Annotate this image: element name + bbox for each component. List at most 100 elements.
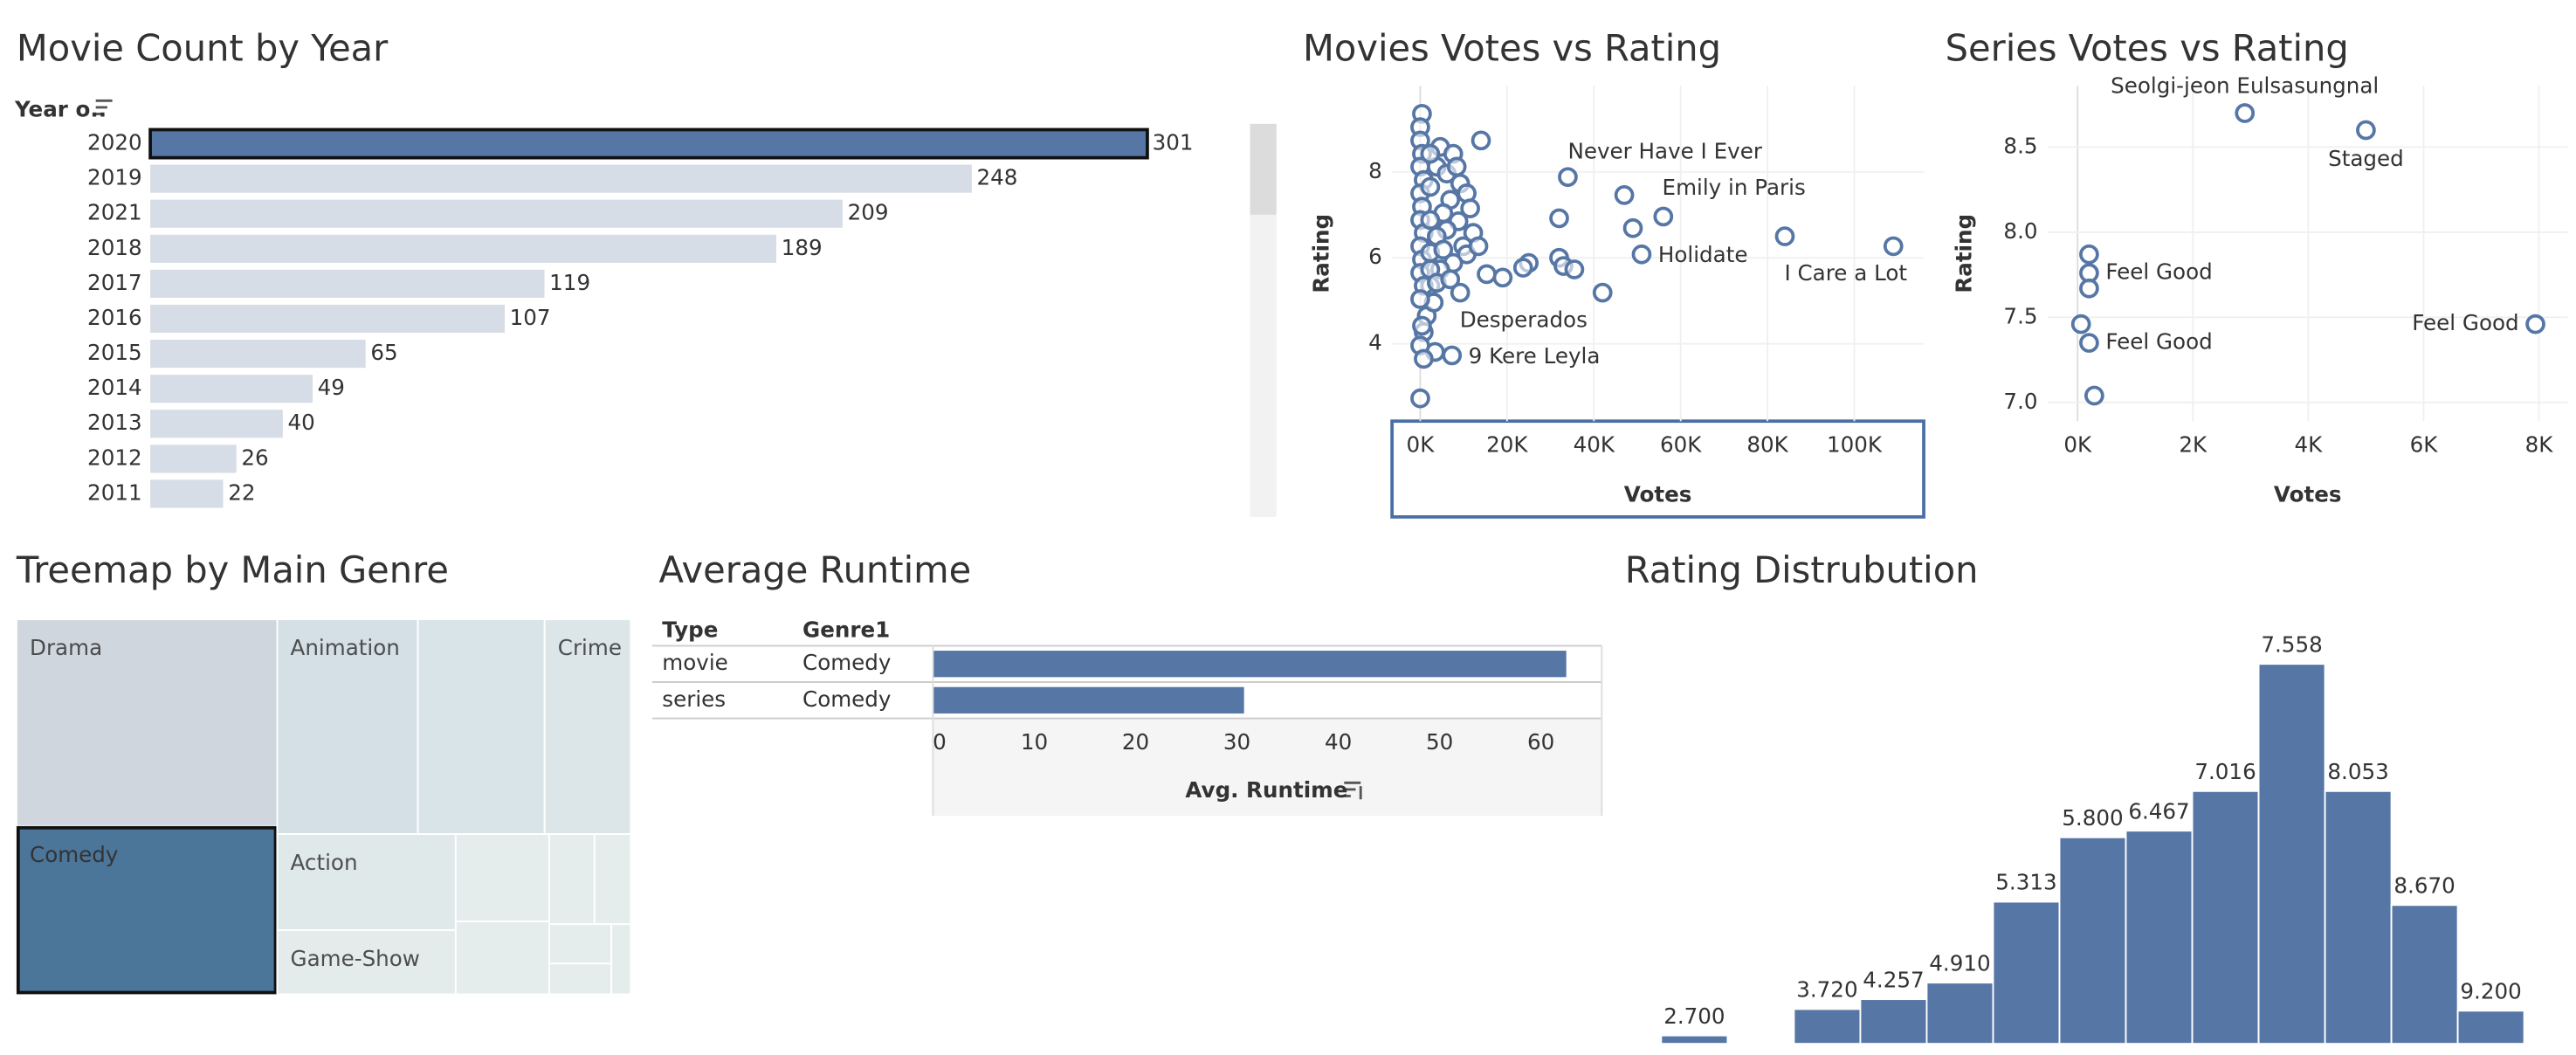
category-label: 2012	[87, 445, 142, 470]
point-label: I Care a Lot	[1784, 260, 1907, 286]
point-label: 9 Kere Leyla	[1469, 343, 1601, 369]
point	[1420, 210, 1441, 231]
selected-axis[interactable]	[1390, 419, 1925, 519]
bar	[2058, 836, 2127, 1045]
tile	[276, 833, 457, 932]
point	[1410, 289, 1430, 309]
bar	[1660, 1034, 1729, 1045]
x-tick-label: 2K	[2179, 432, 2208, 458]
bar	[2390, 904, 2459, 1045]
point	[1446, 156, 1467, 177]
value-label: 65	[370, 340, 397, 365]
bar-label: 7.016	[2194, 759, 2256, 784]
bar	[2324, 790, 2393, 1045]
bar	[150, 164, 972, 193]
bar	[2257, 663, 2326, 1045]
value-label: 26	[241, 445, 268, 470]
value-label: 22	[228, 479, 255, 505]
bar-label: 8.670	[2393, 872, 2455, 898]
point	[2525, 314, 2545, 334]
bar	[150, 445, 237, 473]
point	[1414, 348, 1434, 369]
point	[1420, 176, 1441, 197]
point	[1631, 244, 1652, 265]
bar	[1992, 900, 2061, 1045]
sort-icon[interactable]	[95, 99, 113, 115]
point	[1564, 259, 1585, 279]
point	[2235, 103, 2256, 123]
bar-label: 8.053	[2327, 759, 2388, 784]
sort-icon[interactable]	[1344, 781, 1362, 800]
cell: Comedy	[802, 686, 891, 712]
point	[2079, 333, 2099, 353]
value-label: 119	[549, 270, 590, 295]
category-label: 2017	[87, 270, 142, 295]
tile	[548, 833, 596, 926]
point-label: Desperados	[1460, 307, 1588, 332]
point	[1450, 282, 1471, 303]
tile-label: Animation	[291, 635, 400, 660]
chart-title: Movies Votes vs Rating	[1303, 27, 1721, 70]
value-label: 189	[782, 235, 823, 260]
category-label: 2020	[87, 130, 142, 155]
point	[1477, 264, 1497, 285]
bar	[1793, 1008, 1862, 1045]
bar-label: 7.558	[2261, 631, 2322, 657]
bar-label: 5.313	[1995, 870, 2056, 895]
bar	[2456, 1010, 2525, 1045]
bar	[150, 339, 366, 369]
cell: series	[662, 686, 726, 712]
x-tick-label: 6K	[2410, 432, 2439, 458]
bar	[1925, 982, 1994, 1045]
point	[1512, 258, 1533, 278]
value-label: 248	[977, 165, 1018, 190]
y-tick-label: 8	[1368, 158, 1382, 183]
axis-background	[933, 718, 1602, 817]
value-label: 209	[848, 200, 889, 225]
point-label: Never Have I Ever	[1567, 138, 1762, 163]
point	[1622, 217, 1643, 238]
point	[1558, 167, 1578, 188]
point	[2079, 278, 2099, 299]
x-tick-label: 40K	[1574, 432, 1615, 458]
point	[1420, 143, 1441, 164]
x-tick-label: 0	[933, 729, 947, 755]
x-tick-label: 0K	[1407, 432, 1436, 458]
point	[1440, 269, 1461, 290]
y-tick-label: 8.0	[2003, 218, 2037, 244]
x-tick-label: 60K	[1660, 432, 1702, 458]
x-axis-label: Avg. Runtime	[1185, 777, 1347, 803]
value-label: 107	[510, 305, 551, 330]
bar	[150, 479, 224, 508]
chart-title: Series Votes vs Rating	[1946, 27, 2349, 70]
point	[1549, 208, 1569, 229]
bar	[150, 199, 843, 228]
scrollbar-thumb[interactable]	[1250, 123, 1277, 215]
point-label: Feel Good	[2412, 310, 2518, 335]
category-label: 2021	[87, 200, 142, 225]
column-header: Type	[662, 617, 718, 642]
value-label: 301	[1153, 130, 1194, 155]
x-tick-label: 10	[1021, 729, 1048, 755]
tile	[548, 923, 613, 965]
bar	[150, 234, 777, 263]
point	[1412, 315, 1432, 336]
point	[1468, 236, 1489, 257]
x-tick-label: 0K	[2063, 432, 2092, 458]
x-tick-label: 8K	[2525, 432, 2554, 458]
category-label: 2015	[87, 340, 142, 365]
point	[2079, 244, 2099, 265]
category-label: 2016	[87, 305, 142, 330]
x-axis-label: Votes	[1624, 481, 1692, 507]
category-label: 2011	[87, 479, 142, 505]
point-label: Seolgi-jeon Eulsasungnal	[2111, 72, 2379, 98]
bar-label: 2.700	[1663, 1003, 1725, 1029]
axis-label: Year o..	[14, 97, 107, 122]
chart-title: Rating Distrubution	[1625, 548, 1979, 591]
y-tick-label: 7.5	[2003, 303, 2037, 328]
point	[2070, 314, 2091, 334]
chart-title: Movie Count by Year	[17, 27, 389, 70]
x-tick-label: 20K	[1486, 432, 1528, 458]
point	[2356, 120, 2376, 141]
